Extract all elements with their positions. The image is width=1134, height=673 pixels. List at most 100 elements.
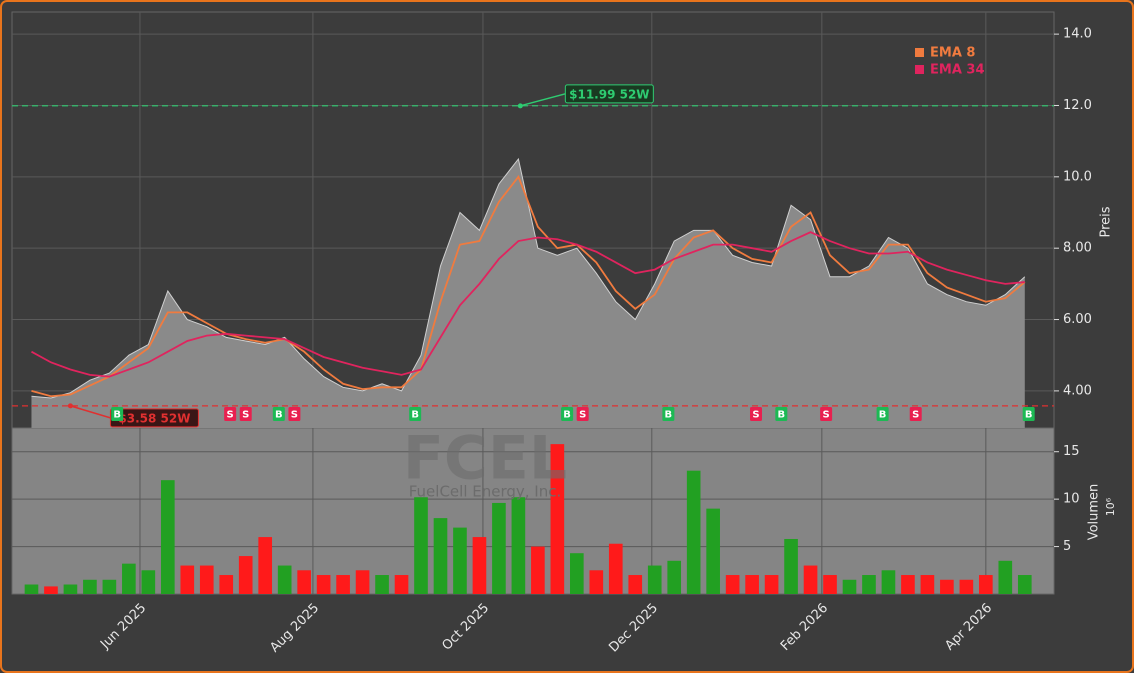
volume-bar bbox=[414, 497, 428, 594]
volume-bar bbox=[745, 575, 759, 594]
volume-bar bbox=[492, 502, 506, 594]
volume-bar bbox=[959, 579, 974, 594]
y-tick-label: 10 bbox=[1063, 492, 1080, 507]
y-tick-label: 14.0 bbox=[1063, 27, 1092, 42]
legend-label: EMA 34 bbox=[930, 63, 985, 78]
volume-bar bbox=[160, 480, 175, 594]
volume-bar bbox=[63, 584, 78, 594]
annotation-box bbox=[109, 408, 199, 428]
signal-badge bbox=[876, 407, 889, 421]
volume-bar bbox=[998, 560, 1013, 594]
signal-badge bbox=[909, 407, 922, 421]
plot-layer: Jun 2025 Aug 2025 Oct 2025 Dec 2025 Feb 2026… bbox=[12, 12, 1092, 656]
signal-badge bbox=[272, 407, 285, 421]
signal-label: B bbox=[778, 410, 786, 421]
y-tick-label: 8.00 bbox=[1063, 241, 1092, 256]
volume-bar bbox=[102, 579, 117, 594]
annotation-box bbox=[564, 84, 654, 104]
volume-bar bbox=[686, 470, 701, 594]
volume-bar bbox=[608, 543, 623, 594]
volume-bar bbox=[881, 570, 896, 594]
signal-label: B bbox=[1025, 410, 1033, 421]
price-area bbox=[31, 158, 1025, 428]
signal-badge bbox=[239, 407, 252, 421]
volume-bar bbox=[238, 556, 253, 594]
volume-bar bbox=[511, 497, 526, 594]
signal-badge bbox=[288, 407, 301, 421]
annotation-point bbox=[517, 103, 523, 109]
signal-label: B bbox=[563, 410, 571, 421]
volume-bar bbox=[122, 563, 136, 594]
signal-badge bbox=[561, 407, 574, 421]
signal-badge bbox=[1022, 407, 1035, 421]
y-axis-label: Preis bbox=[1099, 206, 1114, 237]
signal-label: B bbox=[113, 410, 121, 421]
volume-bar bbox=[180, 565, 195, 594]
watermark: FCEL bbox=[403, 424, 567, 494]
volume-bar bbox=[823, 575, 837, 594]
y-tick-label: 12.0 bbox=[1063, 98, 1092, 113]
volume-bar bbox=[199, 565, 214, 594]
ema-line bbox=[31, 231, 1025, 378]
volume-bar bbox=[803, 565, 818, 594]
signal-label: S bbox=[291, 410, 298, 421]
volume-bar bbox=[628, 575, 643, 594]
signal-label: S bbox=[242, 410, 249, 421]
volume-bar bbox=[706, 508, 720, 594]
signal-badge bbox=[662, 407, 675, 421]
volume-bar bbox=[725, 575, 740, 594]
volume-bar bbox=[316, 575, 331, 594]
legend-label: EMA 8 bbox=[930, 46, 975, 61]
y-axis-label: Volumen bbox=[1087, 484, 1102, 541]
volume-bar bbox=[453, 527, 467, 594]
volume-bar bbox=[433, 518, 448, 594]
volume-bar bbox=[297, 570, 311, 594]
annotation-label: $3.58 52W bbox=[118, 411, 190, 425]
y-tick-label: 10.0 bbox=[1063, 169, 1092, 184]
y-tick-label: 5 bbox=[1063, 539, 1071, 554]
volume-bar bbox=[862, 575, 876, 594]
volume-bar bbox=[979, 575, 993, 594]
volume-bar bbox=[277, 565, 292, 594]
volume-bar bbox=[83, 579, 97, 594]
volume-bar bbox=[920, 575, 935, 594]
signal-label: B bbox=[411, 410, 419, 421]
annotation-arrow bbox=[520, 93, 566, 107]
volume-bar bbox=[258, 537, 273, 594]
signal-label: S bbox=[227, 410, 234, 421]
volume-bar bbox=[667, 560, 682, 594]
y-axis-unit: 10⁶ bbox=[1104, 497, 1117, 516]
signal-badge bbox=[820, 407, 833, 421]
volume-bar bbox=[44, 586, 58, 594]
volume-bar bbox=[472, 537, 487, 594]
annotation-arrow bbox=[70, 405, 111, 419]
volume-bar bbox=[550, 444, 565, 594]
signal-badge bbox=[224, 407, 237, 421]
signal-badge bbox=[111, 407, 124, 421]
legend-swatch bbox=[915, 65, 924, 74]
annotation-label: $11.99 52W bbox=[569, 87, 649, 101]
y-tick-label: 4.00 bbox=[1063, 383, 1092, 398]
watermark-subtitle: FuelCell Energy, Inc. bbox=[409, 483, 562, 501]
annotation-point bbox=[67, 403, 73, 409]
volume-bar bbox=[901, 575, 915, 594]
volume-bar bbox=[764, 575, 779, 594]
legend-swatch bbox=[915, 48, 924, 57]
volume-bar bbox=[842, 579, 857, 594]
signal-label: S bbox=[823, 410, 830, 421]
volume-bar bbox=[394, 575, 409, 594]
volume-bar bbox=[1017, 575, 1032, 594]
volume-bar bbox=[531, 546, 545, 594]
volume-bar bbox=[570, 553, 584, 594]
signal-badge bbox=[775, 407, 788, 421]
y-tick-label: 15 bbox=[1063, 444, 1080, 459]
signal-label: B bbox=[879, 410, 887, 421]
signal-badge bbox=[750, 407, 763, 421]
volume-bar bbox=[355, 570, 370, 594]
volume-bar bbox=[784, 538, 798, 594]
y-tick-label: 6.00 bbox=[1063, 312, 1092, 327]
ema-line bbox=[31, 175, 1026, 398]
signal-label: B bbox=[275, 410, 283, 421]
volume-bar bbox=[219, 575, 234, 594]
